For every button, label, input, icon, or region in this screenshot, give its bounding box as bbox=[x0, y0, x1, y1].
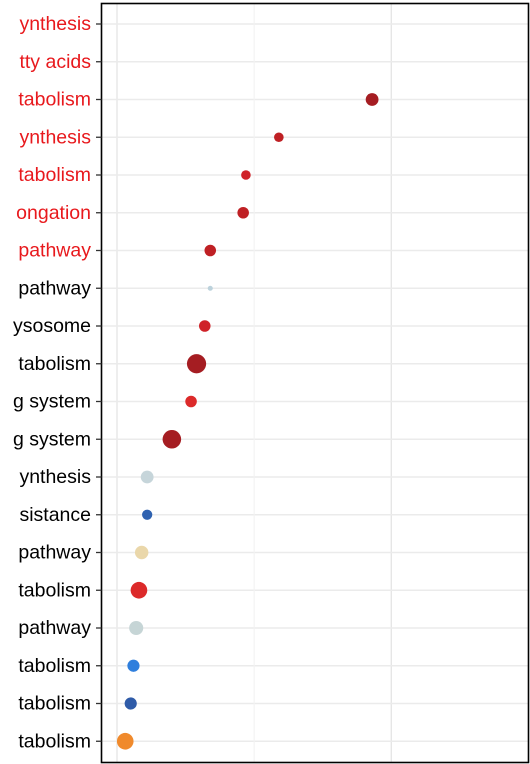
y-tick-label: ynthesis bbox=[19, 126, 91, 148]
y-tick-label: tabolism bbox=[18, 353, 91, 375]
y-tick-label: tabolism bbox=[18, 89, 91, 111]
data-point bbox=[116, 732, 134, 750]
data-point bbox=[124, 697, 137, 710]
data-point bbox=[207, 285, 213, 291]
y-tick-label: tabolism bbox=[18, 693, 91, 715]
data-point bbox=[365, 93, 379, 106]
data-point bbox=[186, 354, 207, 374]
y-tick-label: ynthesis bbox=[19, 466, 91, 488]
data-point bbox=[199, 320, 211, 332]
y-tick-label: pathway bbox=[18, 277, 91, 299]
data-point bbox=[274, 132, 284, 143]
y-axis-ticks bbox=[96, 23, 102, 742]
y-tick-label: g system bbox=[13, 391, 91, 413]
y-tick-label: tty acids bbox=[19, 51, 91, 73]
y-tick-label: g system bbox=[13, 428, 91, 450]
grid-minor bbox=[253, 3, 529, 763]
data-point bbox=[134, 545, 149, 560]
data-point bbox=[129, 620, 144, 636]
y-tick-label: ynthesis bbox=[19, 13, 91, 35]
grid-major bbox=[101, 3, 529, 763]
y-tick-label: pathway bbox=[18, 542, 91, 564]
data-point bbox=[127, 659, 140, 672]
y-tick-label: ongation bbox=[16, 202, 91, 224]
data-point bbox=[130, 581, 148, 599]
y-tick-label: pathway bbox=[18, 240, 91, 262]
y-tick-label: ysosome bbox=[13, 315, 91, 337]
y-tick-label: pathway bbox=[18, 617, 91, 639]
data-point bbox=[140, 470, 154, 484]
plot-panel-border bbox=[100, 2, 530, 764]
data-point bbox=[142, 509, 153, 520]
y-tick-label: tabolism bbox=[18, 579, 91, 601]
y-tick-label: sistance bbox=[19, 504, 91, 526]
data-point bbox=[237, 206, 249, 219]
y-tick-label: tabolism bbox=[18, 730, 91, 752]
data-point bbox=[185, 395, 197, 408]
y-tick-label: tabolism bbox=[18, 164, 91, 186]
y-axis-labels: ynthesis tty acids tabolism ynthesis tabolis… bbox=[13, 13, 91, 752]
y-tick-label: tabolism bbox=[18, 655, 91, 677]
data-point bbox=[204, 244, 217, 257]
data-point bbox=[241, 170, 251, 180]
data-points bbox=[116, 93, 379, 750]
data-point bbox=[162, 429, 182, 449]
